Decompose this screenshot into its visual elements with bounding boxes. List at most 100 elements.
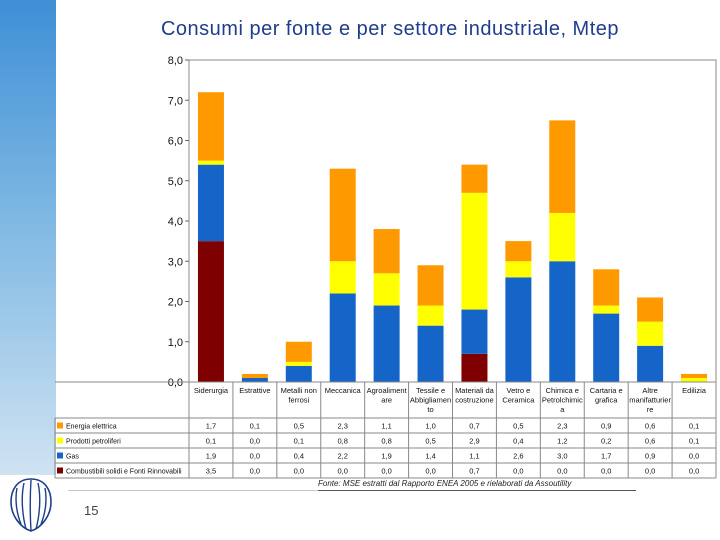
table-value: 2,3 xyxy=(337,422,347,431)
table-value: 0,6 xyxy=(645,437,655,446)
category-label: Tessile e xyxy=(416,386,445,395)
y-tick-label: 2,0 xyxy=(168,297,183,309)
legend-key xyxy=(57,437,63,444)
category-label: to xyxy=(427,405,433,414)
table-value: 0,5 xyxy=(425,437,435,446)
bar-segment-3-2 xyxy=(285,341,312,362)
page-number: 15 xyxy=(84,503,99,518)
table-value: 2,6 xyxy=(513,452,523,461)
bar-segment-0-6 xyxy=(461,353,488,382)
y-tick-label: 4,0 xyxy=(168,216,183,228)
category-label: Materiali da xyxy=(455,386,495,395)
table-value: 1,9 xyxy=(381,452,391,461)
category-label: Estrattive xyxy=(239,386,270,395)
bar-segment-1-3 xyxy=(329,293,356,382)
bar-segment-1-4 xyxy=(373,305,400,382)
bar-segment-3-3 xyxy=(329,168,356,262)
table-value: 0,7 xyxy=(469,467,479,476)
table-value: 2,3 xyxy=(557,422,567,431)
bar-segment-2-4 xyxy=(373,273,400,306)
table-value: 2,2 xyxy=(337,452,347,461)
y-tick-label: 8,0 xyxy=(168,55,183,67)
category-label: Agroaliment xyxy=(367,386,408,395)
bar-segment-3-5 xyxy=(417,265,444,306)
bar-segment-2-2 xyxy=(285,361,312,366)
plot-frame xyxy=(188,59,717,383)
table-value: 0,9 xyxy=(601,422,611,431)
table-value: 3,0 xyxy=(557,452,567,461)
table-value: 0,8 xyxy=(337,437,347,446)
y-tick-label: 0,0 xyxy=(168,377,183,389)
table-value: 1,1 xyxy=(469,452,479,461)
table-value: 0,0 xyxy=(250,467,260,476)
bar-segment-3-10 xyxy=(637,297,664,322)
table-value: 0,2 xyxy=(601,437,611,446)
bar-segment-1-8 xyxy=(549,261,576,382)
table-value: 0,7 xyxy=(469,422,479,431)
bar-segment-2-7 xyxy=(505,261,532,278)
bar-segment-1-0 xyxy=(197,164,224,242)
bar-segment-2-10 xyxy=(637,321,664,346)
table-value: 1,4 xyxy=(425,452,435,461)
category-label: are xyxy=(381,396,392,405)
bar-segment-3-1 xyxy=(241,373,268,378)
category-label: Chimica e xyxy=(546,386,579,395)
y-tick-label: 6,0 xyxy=(168,136,183,148)
table-value: 0,5 xyxy=(513,422,523,431)
bar-segment-1-5 xyxy=(417,325,444,382)
y-tick-label: 3,0 xyxy=(168,256,183,268)
table-value: 1,2 xyxy=(557,437,567,446)
bar-segment-1-1 xyxy=(241,377,268,382)
page-title: Consumi per fonte e per settore industri… xyxy=(160,18,620,40)
legend-key xyxy=(57,422,63,429)
table-value: 3,5 xyxy=(206,467,216,476)
category-label: Altre xyxy=(642,386,657,395)
category-label: Metalli non xyxy=(281,386,317,395)
source-underline xyxy=(318,490,636,491)
legend-label: Combustibili solidi e Fonti Rinnovabili xyxy=(66,469,182,476)
bar-segment-1-7 xyxy=(505,277,532,382)
legend-label: Energia elettrica xyxy=(66,424,117,431)
table-value: 1,7 xyxy=(601,452,611,461)
bar-segment-3-11 xyxy=(681,373,708,378)
bar-segment-2-9 xyxy=(593,305,620,314)
bar-segment-1-9 xyxy=(593,313,620,382)
category-label: ferrosi xyxy=(288,396,309,405)
table-value: 0,1 xyxy=(294,437,304,446)
table-value: 0,1 xyxy=(206,437,216,446)
bar-segment-3-8 xyxy=(549,120,576,213)
table-value: 0,0 xyxy=(381,467,391,476)
table-value: 0,0 xyxy=(689,467,699,476)
category-label: grafica xyxy=(595,396,618,405)
table-value: 0,0 xyxy=(250,452,260,461)
bar-segment-1-2 xyxy=(285,365,312,382)
table-value: 0,0 xyxy=(337,467,347,476)
table-value: 1,9 xyxy=(206,452,216,461)
category-label: a xyxy=(560,405,565,414)
bar-segment-2-5 xyxy=(417,305,444,326)
bar-segment-2-0 xyxy=(197,160,224,165)
bar-segment-3-9 xyxy=(593,269,620,306)
category-label: Cartaria e xyxy=(590,386,623,395)
bar-segment-0-0 xyxy=(197,241,224,382)
category-label: costruzione xyxy=(455,396,493,405)
table-value: 0,0 xyxy=(513,467,523,476)
table-value: 0,0 xyxy=(601,467,611,476)
bar-segment-2-11 xyxy=(681,377,708,382)
category-label: Edilizia xyxy=(682,386,707,395)
table-value: 0,8 xyxy=(381,437,391,446)
y-tick-label: 5,0 xyxy=(168,176,183,188)
category-label: Meccanica xyxy=(325,386,362,395)
table-value: 1,0 xyxy=(425,422,435,431)
legend-label: Gas xyxy=(66,454,79,461)
table-value: 0,0 xyxy=(557,467,567,476)
bar-segment-1-6 xyxy=(461,309,488,354)
table-value: 0,9 xyxy=(645,452,655,461)
footer-divider xyxy=(68,490,318,491)
table-value: 0,1 xyxy=(689,437,699,446)
category-label: Ceramica xyxy=(502,396,535,405)
bar-segment-3-7 xyxy=(505,241,532,262)
table-value: 0,1 xyxy=(689,422,699,431)
legend-label: Prodotti petroliferi xyxy=(66,439,121,446)
category-label: Siderurgia xyxy=(194,386,229,395)
